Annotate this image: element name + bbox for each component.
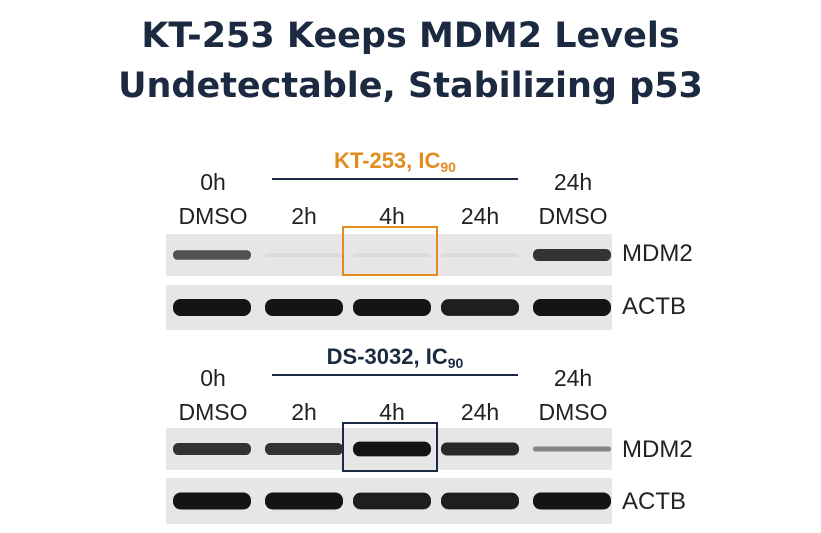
panel-2-treatment-title: DS-3032, IC90 (326, 344, 464, 371)
panel-2-lane-5-bottom-label: DMSO (538, 399, 608, 425)
blot-band (441, 492, 519, 510)
panel-2-mdm2-label: MDM2 (622, 436, 693, 463)
blot-band (533, 299, 611, 316)
panel-1-lane-4-label: 24h (460, 203, 500, 229)
blot-band (353, 253, 431, 257)
blot-svg (166, 478, 612, 524)
panel-1-lane-2-label: 2h (291, 203, 317, 229)
panel-2-highlight-box (342, 422, 438, 472)
blot-band (353, 492, 431, 510)
blot-band (533, 492, 611, 510)
blot-band (173, 442, 251, 456)
panel-1-highlight-box (342, 226, 438, 276)
blot-band (173, 250, 251, 260)
blot-band (265, 492, 343, 510)
blot-svg (166, 428, 612, 470)
blot-band (265, 299, 343, 316)
panel-1-lane-3-label: 4h (379, 203, 405, 229)
panel-2-lane-1-top-label: 0h (200, 365, 226, 391)
panel-2-mdm2-blot (166, 428, 612, 470)
blot-band (265, 442, 343, 456)
panel-2-actb-blot (166, 478, 612, 524)
blot-band (173, 492, 251, 510)
title-line-2: Undetectable, Stabilizing p53 (118, 66, 703, 106)
panel-1-lane-5-top-label: 24h (553, 169, 593, 195)
panel-2-lane-3-label: 4h (379, 399, 405, 425)
blot-band (441, 253, 519, 257)
blot-band (533, 446, 611, 452)
panel-2-lane-1-bottom-label: DMSO (178, 399, 248, 425)
blot-band (265, 253, 343, 257)
panel-2-lane-4-label: 24h (460, 399, 500, 425)
blot-band (353, 441, 431, 457)
blot-band (441, 299, 519, 316)
blot-band (441, 442, 519, 456)
panel-1-lane-1-bottom-label: DMSO (178, 203, 248, 229)
title-line-1: KT-253 Keeps MDM2 Levels (141, 16, 680, 56)
panel-2-lane-5-top-label: 24h (553, 365, 593, 391)
blot-band (173, 299, 251, 316)
panel-1-treatment-title: KT-253, IC90 (334, 148, 456, 175)
panel-1-mdm2-blot (166, 234, 612, 276)
panel-1-mdm2-label: MDM2 (622, 240, 693, 267)
panel-2-lane-2-label: 2h (291, 399, 317, 425)
panel-2-actb-label: ACTB (622, 488, 687, 515)
panel-1-lane-1-top-label: 0h (200, 169, 226, 195)
panel-1-actb-label: ACTB (622, 293, 687, 320)
blot-svg (166, 285, 612, 330)
blot-band (533, 248, 611, 262)
panel-1-treatment-bracket (272, 178, 518, 180)
blot-svg (166, 234, 612, 276)
panel-1-lane-5-bottom-label: DMSO (538, 203, 608, 229)
blot-band (353, 299, 431, 316)
panel-2-treatment-bracket (272, 374, 518, 376)
panel-1-actb-blot (166, 285, 612, 330)
